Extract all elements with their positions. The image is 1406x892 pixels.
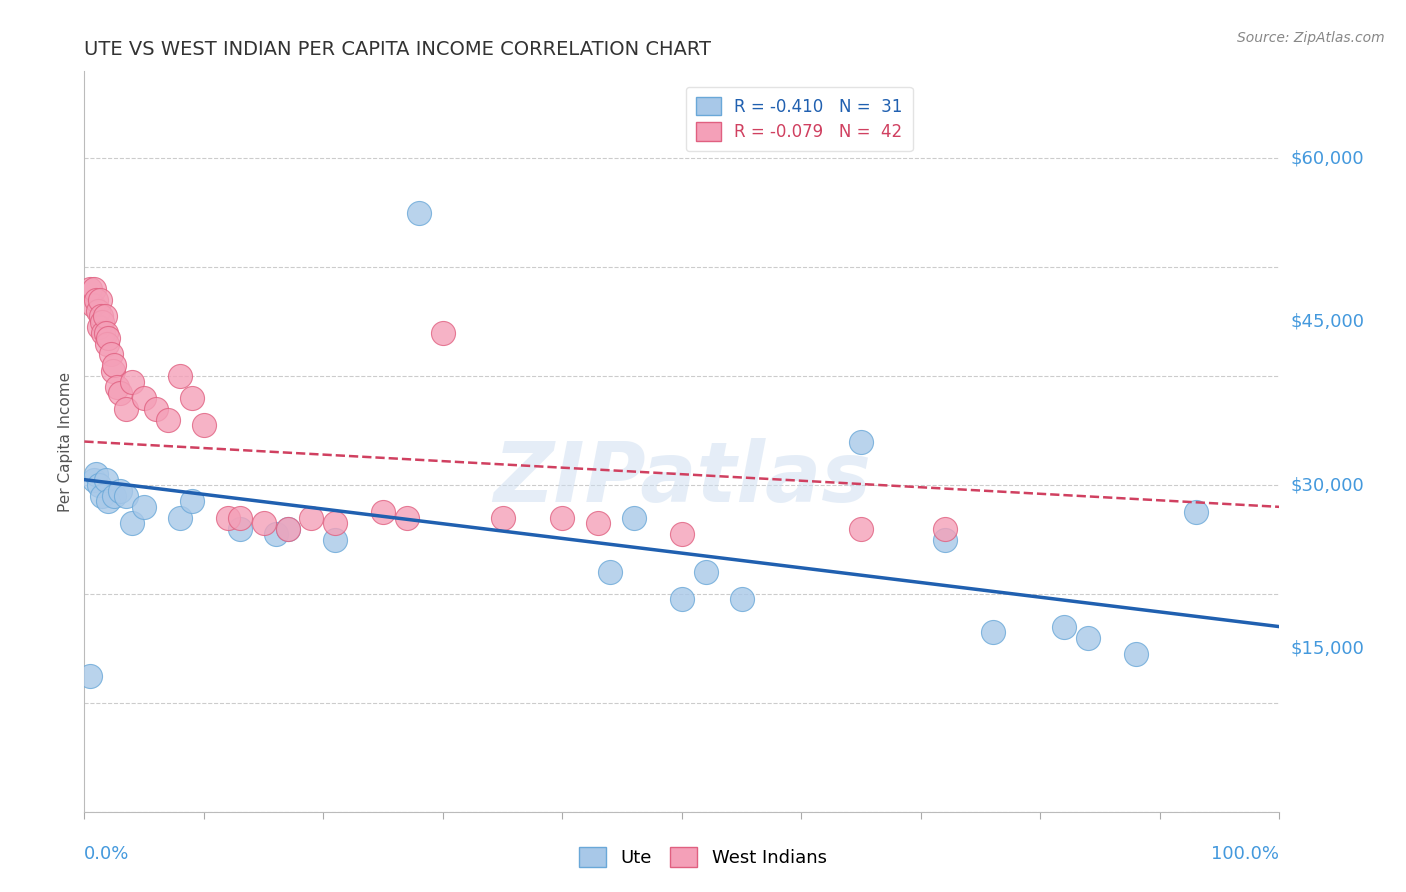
Point (599, 565, 621, 579)
Point (193, 418, 215, 433)
Text: $45,000: $45,000 (1291, 313, 1365, 331)
Point (87, 320, 110, 334)
Text: $30,000: $30,000 (1291, 476, 1364, 494)
Point (301, 510, 323, 524)
Point (97, 494, 120, 508)
Point (97, 331, 120, 345)
Point (181, 391, 204, 405)
Point (492, 510, 515, 524)
Point (132, 500, 156, 514)
Point (934, 533, 956, 547)
Point (103, 359, 125, 373)
Point (115, 401, 138, 416)
Text: $60,000: $60,000 (1291, 150, 1364, 168)
Point (86, 467, 108, 482)
Point (851, 434, 873, 449)
Point (79, 282, 101, 296)
Point (121, 516, 143, 531)
Text: $15,000: $15,000 (1291, 640, 1364, 657)
Point (121, 375, 143, 389)
Legend: R = -0.410   N =  31, R = -0.079   N =  42: R = -0.410 N = 31, R = -0.079 N = 42 (686, 87, 912, 151)
Point (100, 347, 122, 361)
Point (551, 510, 574, 524)
Point (325, 516, 347, 531)
Point (623, 510, 645, 524)
Point (90, 310, 112, 324)
Point (91, 489, 114, 503)
Point (253, 516, 276, 531)
Text: 100.0%: 100.0% (1212, 845, 1279, 863)
Point (695, 565, 717, 579)
Point (851, 522, 873, 536)
Text: UTE VS WEST INDIAN PER CAPITA INCOME CORRELATION CHART: UTE VS WEST INDIAN PER CAPITA INCOME COR… (84, 39, 711, 59)
Point (93, 326, 115, 340)
Point (181, 494, 204, 508)
Text: 0.0%: 0.0% (84, 845, 129, 863)
Text: Source: ZipAtlas.com: Source: ZipAtlas.com (1237, 31, 1385, 45)
Point (110, 483, 132, 498)
Point (86, 304, 108, 318)
Text: ZIPatlas: ZIPatlas (494, 438, 870, 519)
Point (94, 326, 117, 340)
Point (82, 298, 104, 312)
Point (671, 592, 693, 607)
Point (588, 516, 610, 531)
Point (731, 592, 754, 607)
Point (79, 668, 101, 682)
Point (103, 489, 125, 503)
Point (145, 401, 167, 416)
Point (101, 364, 124, 378)
Point (277, 522, 299, 536)
Point (89, 293, 111, 307)
Point (396, 510, 419, 524)
Point (1125, 647, 1147, 661)
Point (229, 522, 252, 536)
Point (934, 522, 956, 536)
Y-axis label: Per Capita Income: Per Capita Income (58, 371, 73, 512)
Point (115, 489, 138, 503)
Point (91, 315, 114, 329)
Point (1077, 631, 1099, 645)
Point (93, 310, 115, 324)
Point (373, 505, 395, 519)
Point (169, 369, 191, 384)
Point (94, 473, 117, 487)
Point (110, 385, 132, 400)
Point (229, 510, 252, 524)
Point (105, 380, 128, 394)
Point (87, 478, 110, 492)
Point (981, 625, 1004, 640)
Legend: Ute, West Indians: Ute, West Indians (572, 839, 834, 874)
Point (264, 527, 287, 541)
Point (217, 510, 239, 524)
Point (1185, 505, 1208, 519)
Point (408, 206, 430, 220)
Point (86, 293, 108, 307)
Point (277, 522, 299, 536)
Point (1053, 619, 1076, 633)
Point (325, 533, 347, 547)
Point (432, 326, 454, 340)
Point (671, 527, 693, 541)
Point (83, 282, 105, 296)
Point (132, 391, 156, 405)
Point (169, 510, 191, 524)
Point (157, 413, 180, 427)
Point (83, 473, 105, 487)
Point (96, 336, 118, 351)
